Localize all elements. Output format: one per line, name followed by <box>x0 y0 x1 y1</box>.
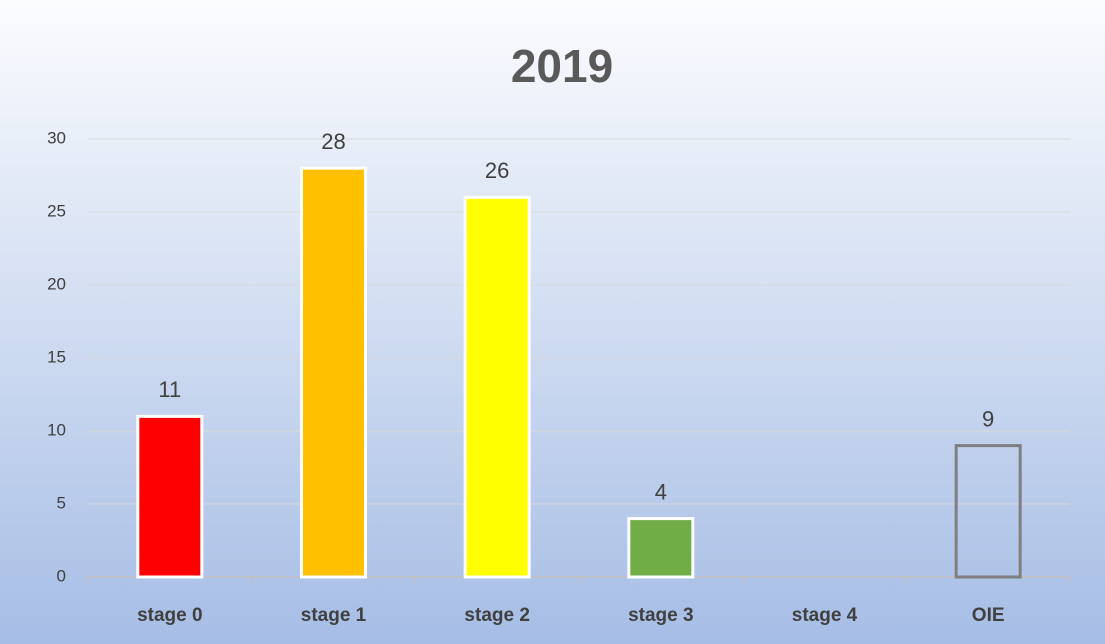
data-label: 11 <box>158 377 181 402</box>
data-label: 9 <box>982 406 994 431</box>
data-label: 28 <box>321 129 345 154</box>
bar <box>627 517 695 579</box>
bar <box>463 195 531 579</box>
bar <box>300 166 367 579</box>
y-tick-label: 10 <box>47 420 66 439</box>
x-tick-label: stage 2 <box>464 605 529 626</box>
y-tick-label: 0 <box>57 566 66 585</box>
x-tick-label: stage 0 <box>137 605 202 626</box>
x-tick-label: stage 4 <box>792 605 858 626</box>
y-tick-label: 25 <box>47 201 66 220</box>
data-label: 4 <box>655 479 667 504</box>
bar <box>954 444 1022 579</box>
bar <box>136 414 204 579</box>
x-tick-label: stage 1 <box>301 605 367 626</box>
y-tick-label: 5 <box>57 493 66 512</box>
data-label: 26 <box>485 158 509 183</box>
y-tick-label: 20 <box>47 274 66 293</box>
x-tick-label: OIE <box>972 605 1005 626</box>
y-tick-label: 30 <box>47 128 66 147</box>
x-tick-label: stage 3 <box>628 605 693 626</box>
y-tick-label: 15 <box>47 347 66 366</box>
chart-title: 2019 <box>511 40 613 92</box>
